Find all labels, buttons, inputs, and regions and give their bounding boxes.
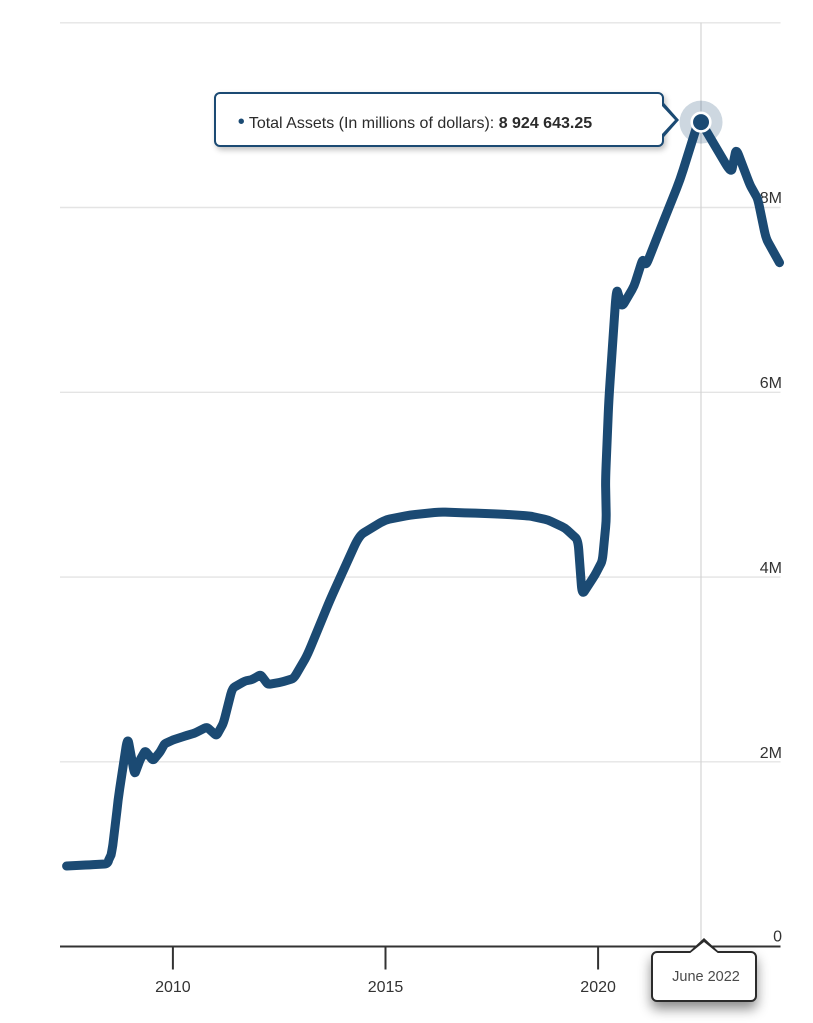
svg-text:2M: 2M — [760, 745, 782, 762]
svg-text:6M: 6M — [760, 375, 782, 392]
svg-text:2020: 2020 — [580, 979, 616, 996]
svg-text:2010: 2010 — [155, 979, 191, 996]
svg-text:4M: 4M — [760, 560, 782, 577]
svg-text:0: 0 — [773, 929, 782, 946]
svg-text:2015: 2015 — [368, 979, 404, 996]
